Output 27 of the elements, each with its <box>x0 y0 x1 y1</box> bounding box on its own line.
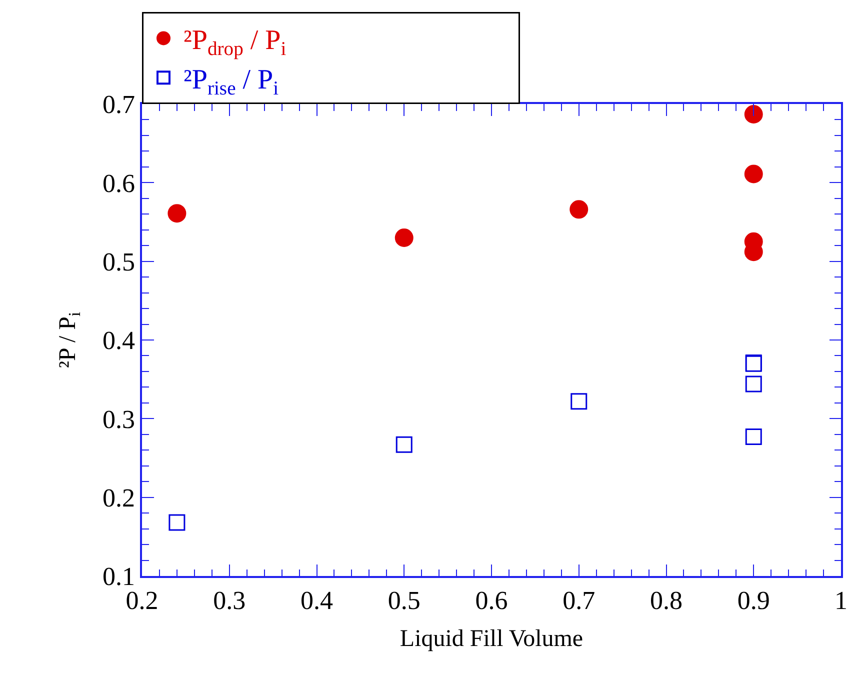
point <box>168 204 186 223</box>
point <box>570 200 588 219</box>
y-tick-label: 0.5 <box>102 247 136 276</box>
x-tick-label: 0.7 <box>562 586 596 615</box>
y-tick-label: 0.7 <box>102 90 136 120</box>
point <box>396 436 412 453</box>
x-tick-label: 0.5 <box>388 586 420 615</box>
point <box>745 428 762 446</box>
y-tick-label: 0.4 <box>102 326 136 356</box>
legend-label: ²P$_{rise}$ / P$_{i}$ <box>184 64 280 100</box>
y-tick-label: 0.6 <box>102 168 136 198</box>
x-tick-label: 1 <box>834 586 848 615</box>
point <box>745 376 762 392</box>
point <box>168 514 186 531</box>
legend-label: ²P$_{drop}$ / P$_{i}$ <box>184 25 287 60</box>
x-tick-label: 0.9 <box>737 586 770 615</box>
point <box>744 164 763 184</box>
x-tick-label: 0.8 <box>650 586 682 615</box>
point <box>570 393 588 410</box>
x-tick-label: 0.6 <box>475 586 508 615</box>
point <box>394 228 414 247</box>
x-tick-label: 0.4 <box>300 586 333 615</box>
x-axis-title: Liquid Fill Volume <box>400 626 584 652</box>
y-tick-label: 0.2 <box>102 483 136 512</box>
point <box>744 104 763 124</box>
y-tick-label: 0.3 <box>102 404 136 434</box>
x-tick-label: 0.3 <box>213 586 246 615</box>
